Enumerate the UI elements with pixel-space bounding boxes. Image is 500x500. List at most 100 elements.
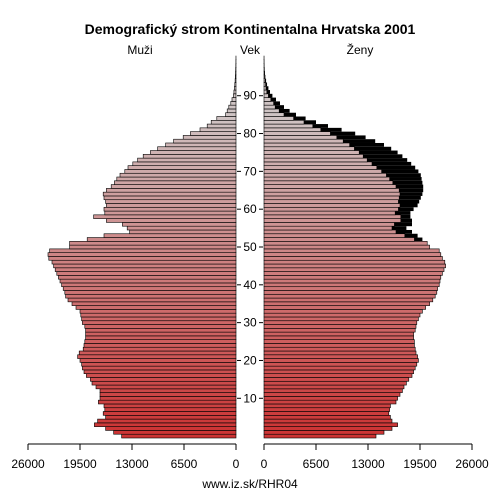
bar-women-age-37 [263,293,436,299]
excess-women-age-94 [265,78,267,83]
bar-men-age-76 [157,146,237,151]
bar-men-age-42 [58,275,237,280]
bar-women-age-48 [263,252,442,257]
bar-men-age-48 [47,252,237,257]
bar-men-age-89 [231,97,237,102]
excess-women-age-53 [404,233,418,238]
bar-men-age-14 [91,380,237,386]
bar-men-age-34 [75,305,237,310]
bar-men-age-95 [235,74,237,79]
bar-men-age-22 [78,350,237,356]
bar-men-age-64 [102,191,237,197]
bar-men-age-81 [199,127,237,132]
bar-men-age-70 [124,169,237,174]
bar-men-age-40 [61,282,237,288]
bar-women-age-12 [263,388,403,393]
bar-women-age-36 [263,297,434,303]
bar-women-age-33 [263,309,423,314]
bar-men-age-41 [59,278,237,284]
bar-men-age-93 [234,82,237,87]
bar-men-age-91 [233,89,237,95]
bar-men-age-13 [95,384,237,390]
excess-women-age-80 [330,131,356,136]
bar-men-age-63 [103,195,237,201]
bar-men-age-84 [216,116,237,121]
bar-women-age-62 [263,199,399,204]
bar-men-age-55 [126,225,237,231]
age-tick-label-80: 80 [243,127,257,141]
bar-women-age-54 [263,229,397,235]
excess-women-age-61 [400,203,418,208]
bar-men-age-20 [79,358,237,363]
bar-men-age-56 [122,222,237,227]
bar-men-age-36 [67,297,237,303]
excess-women-age-86 [279,108,290,113]
excess-women-age-58 [400,214,411,219]
age-tick-label-50: 50 [243,240,257,254]
excess-women-age-89 [270,97,276,102]
bar-men-age-8 [103,403,237,409]
bar-women-age-8 [263,403,391,409]
bar-women-age-46 [263,259,446,265]
excess-women-age-70 [381,169,419,174]
age-axis: 10 20 30 40 50 60 70 80 90 [237,89,263,405]
bar-women-age-3 [263,422,398,427]
x-tick-label-3: 6500 [171,457,198,471]
x-tick-label-1: 19500 [63,457,97,471]
age-tick-label-20: 20 [243,353,257,367]
excess-women-age-62 [398,199,420,204]
bar-women-age-80 [263,131,331,136]
bar-women-age-95 [263,74,266,79]
age-tick-label-30: 30 [243,316,257,330]
bar-men-age-71 [127,165,237,170]
bar-women-age-11 [263,392,401,397]
bar-women-age-59 [263,210,396,216]
bar-women-age-85 [263,112,285,117]
bar-women-age-60 [263,206,399,212]
bar-women-age-58 [263,214,402,219]
bar-men-age-39 [62,286,237,291]
bar-men-age-25 [84,339,237,344]
bar-men-age-10 [99,396,237,401]
bar-men-age-28 [85,328,237,333]
bar-men-age-60 [103,206,237,212]
bar-men-age-65 [106,188,237,193]
bar-women-age-16 [263,373,413,378]
bar-men-age-59 [104,210,237,216]
bar-women-age-21 [263,354,418,359]
bar-women-age-93 [263,82,266,87]
bar-women-age-7 [263,407,390,412]
bar-men-age-61 [106,203,237,208]
bar-women-age-94 [263,78,266,83]
bar-men-age-7 [104,407,237,412]
bar-women-age-28 [263,328,416,333]
bar-men-age-24 [83,343,237,348]
bar-men-age-5 [105,415,237,420]
age-tick-label-60: 60 [243,202,257,216]
bar-men-age-72 [132,161,237,166]
bar-women-age-84 [263,116,294,121]
bar-women-age-71 [263,165,378,170]
bar-women-age-32 [263,312,421,318]
bar-men-age-27 [85,331,237,337]
bar-women-age-65 [263,188,400,193]
bar-men-age-3 [94,422,237,427]
men-bars [47,55,237,439]
bar-women-age-44 [263,267,445,272]
x-tick-label-9: 26000 [455,457,489,471]
bar-women-age-20 [263,358,419,363]
excess-women-age-82 [312,124,328,128]
bar-women-age-89 [263,97,272,102]
bar-men-age-68 [116,176,237,182]
x-tick-label-6: 6500 [303,457,330,471]
bar-men-age-23 [82,346,237,352]
bar-men-age-33 [79,309,237,314]
excess-women-age-60 [398,207,414,212]
excess-women-age-59 [395,211,411,215]
x-tick-label-2: 13000 [115,457,149,471]
x-tick-label-5: 0 [261,457,268,471]
bar-women-age-86 [263,108,280,114]
bar-women-age-0 [263,433,377,439]
bar-women-age-1 [263,430,385,435]
